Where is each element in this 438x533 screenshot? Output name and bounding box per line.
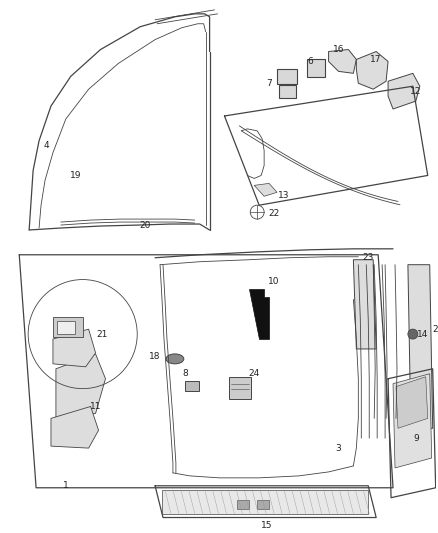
Text: 1: 1 <box>63 481 69 490</box>
Polygon shape <box>357 52 388 89</box>
Text: 11: 11 <box>90 402 101 411</box>
Text: 17: 17 <box>371 55 382 64</box>
Polygon shape <box>254 183 277 196</box>
Text: 24: 24 <box>249 369 260 378</box>
FancyBboxPatch shape <box>185 381 199 391</box>
Text: 16: 16 <box>333 45 344 54</box>
Text: 2: 2 <box>432 325 438 334</box>
Text: 13: 13 <box>278 191 290 200</box>
Polygon shape <box>51 407 99 448</box>
Text: 7: 7 <box>266 79 272 88</box>
Polygon shape <box>53 329 95 367</box>
Text: 23: 23 <box>363 253 374 262</box>
FancyBboxPatch shape <box>57 321 75 334</box>
Polygon shape <box>393 374 432 468</box>
Text: 8: 8 <box>182 369 188 378</box>
Text: 6: 6 <box>308 57 314 66</box>
Text: 21: 21 <box>97 329 108 338</box>
Ellipse shape <box>166 354 184 364</box>
Text: 14: 14 <box>417 329 428 338</box>
Text: 19: 19 <box>70 171 81 180</box>
Text: 4: 4 <box>43 141 49 150</box>
Text: 9: 9 <box>413 434 419 443</box>
Polygon shape <box>396 377 428 429</box>
FancyBboxPatch shape <box>53 317 83 337</box>
Text: 22: 22 <box>268 208 280 217</box>
FancyBboxPatch shape <box>277 69 297 84</box>
Polygon shape <box>56 354 106 418</box>
Bar <box>257 499 269 508</box>
Text: 18: 18 <box>149 352 161 361</box>
FancyBboxPatch shape <box>230 377 251 399</box>
FancyBboxPatch shape <box>279 85 296 98</box>
Polygon shape <box>408 265 433 429</box>
Bar <box>237 499 249 508</box>
Polygon shape <box>328 50 357 74</box>
Polygon shape <box>388 74 420 109</box>
Text: 20: 20 <box>139 221 151 230</box>
Bar <box>162 490 368 514</box>
Text: 10: 10 <box>268 277 280 286</box>
Text: 15: 15 <box>261 521 273 530</box>
Circle shape <box>408 329 418 339</box>
FancyBboxPatch shape <box>307 60 325 77</box>
Text: 3: 3 <box>336 443 341 453</box>
Text: 12: 12 <box>410 87 421 96</box>
Polygon shape <box>353 260 376 349</box>
Polygon shape <box>249 289 269 339</box>
